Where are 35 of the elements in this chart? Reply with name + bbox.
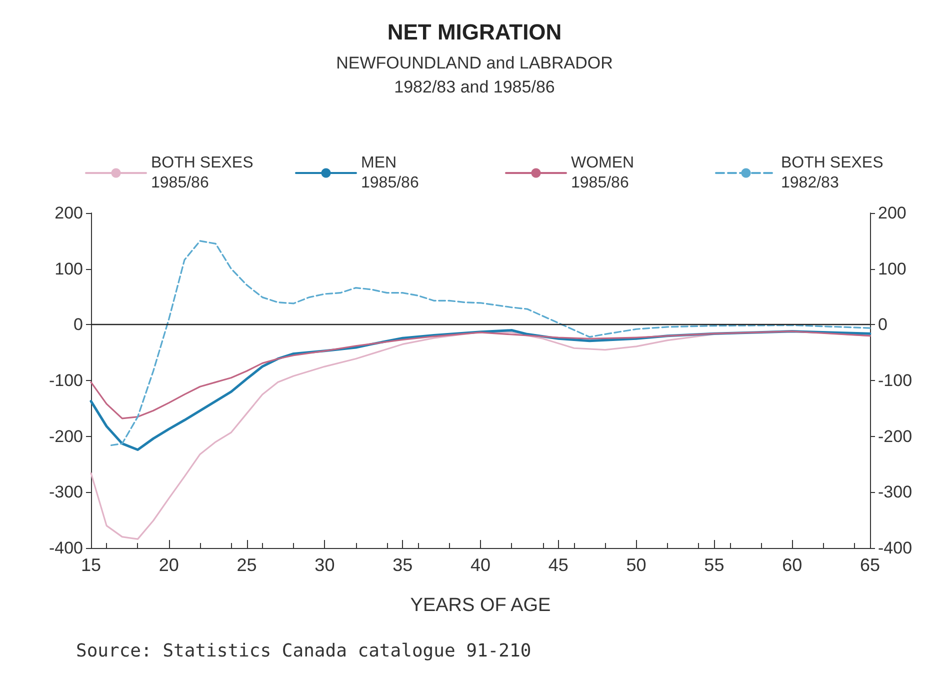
- legend-label: MEN 1985/86: [361, 154, 419, 192]
- x-tick-label: 15: [80, 555, 102, 575]
- y-tick-label: -100: [48, 371, 83, 390]
- y-tick-label: 0: [74, 315, 83, 334]
- x-tick-label: 65: [860, 555, 880, 575]
- x-tick-label: 60: [782, 555, 802, 575]
- chart-subtitle: NEWFOUNDLAND and LABRADOR 1982/83 and 1985/86: [336, 54, 613, 96]
- x-tick-label: 55: [704, 555, 724, 575]
- x-tick-label: 40: [470, 555, 491, 575]
- y-tick-label: 200: [54, 204, 83, 222]
- chart-title: NET MIGRATION: [387, 20, 562, 44]
- x-axis-title: YEARS OF AGE: [410, 595, 551, 616]
- y-tick-label: -300: [48, 482, 83, 502]
- y2-tick-label: 200: [878, 204, 906, 222]
- legend-label: WOMEN 1985/86: [571, 154, 634, 192]
- x-tick-label: 20: [158, 555, 179, 575]
- legend-label: BOTH SEXES 1982/83: [781, 154, 884, 192]
- x-tick-label: 25: [236, 555, 257, 575]
- line-series: [90, 330, 871, 420]
- source-note: Source: Statistics Canada catalogue 91-210: [76, 640, 532, 662]
- y-tick-label: -400: [48, 538, 83, 558]
- y2-tick-label: 100: [878, 259, 906, 278]
- x-tick-label: 45: [548, 555, 568, 575]
- y2-tick-label: -100: [878, 371, 912, 390]
- x-tick-label: 50: [626, 555, 646, 575]
- y2-tick-label: -300: [878, 482, 912, 502]
- y-tick-label: 100: [54, 259, 83, 278]
- y-tick-label: -200: [48, 426, 83, 446]
- legend-label: BOTH SEXES 1985/86: [151, 154, 254, 192]
- y2-tick-label: -200: [878, 426, 912, 446]
- x-tick-label: 35: [392, 555, 413, 575]
- x-tick-label: 30: [314, 555, 335, 575]
- line-series: [110, 240, 871, 446]
- y2-tick-label: 0: [878, 315, 888, 334]
- y2-tick-label: -400: [878, 538, 912, 558]
